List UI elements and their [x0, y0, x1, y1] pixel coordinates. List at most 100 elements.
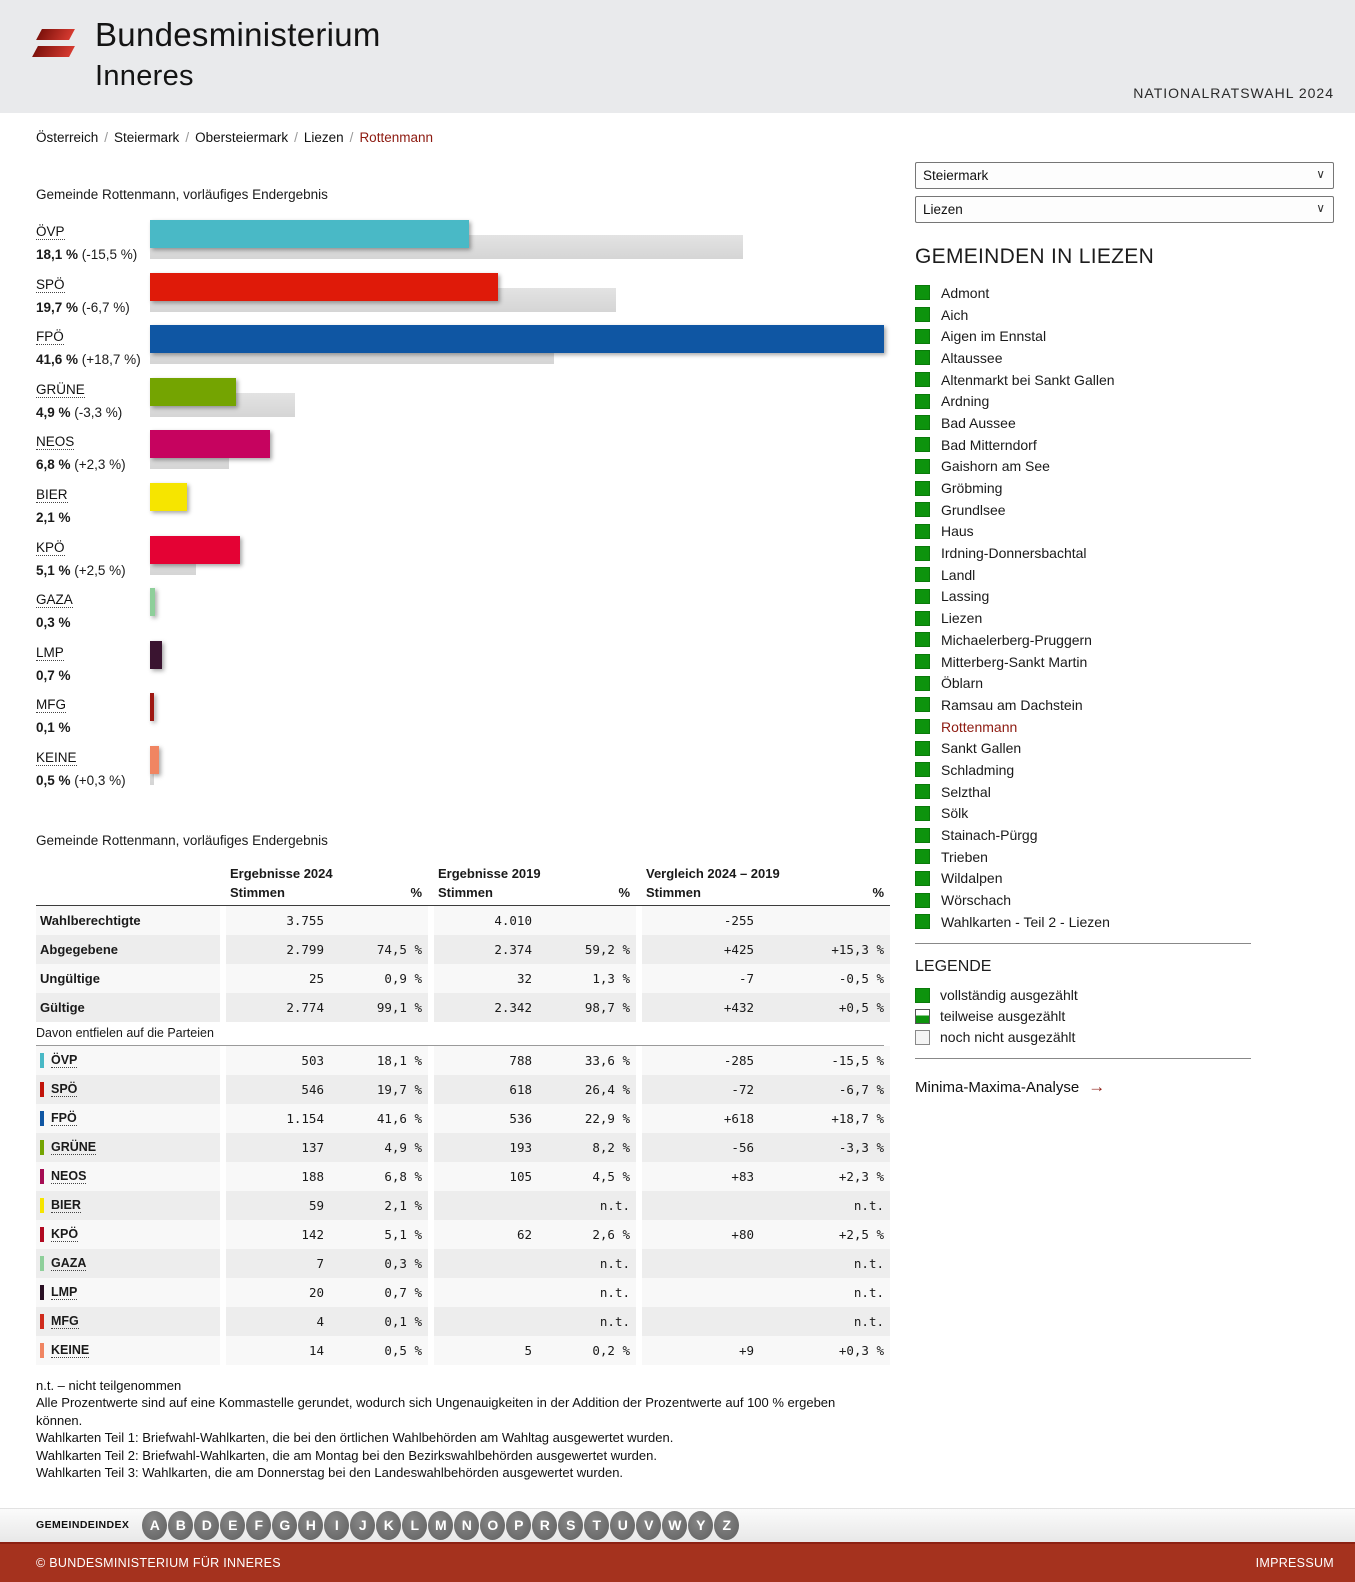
- letter-badge[interactable]: O: [480, 1510, 506, 1540]
- letter-badge[interactable]: E: [220, 1510, 246, 1540]
- municipality-item[interactable]: Lassing: [915, 586, 1334, 608]
- party-link[interactable]: ÖVP: [36, 224, 65, 240]
- letter-badge[interactable]: M: [428, 1510, 454, 1540]
- municipality-item[interactable]: Ardning: [915, 390, 1334, 412]
- municipality-item[interactable]: Wörschach: [915, 889, 1334, 911]
- party-value: 4,9 % (-3,3 %): [36, 404, 123, 420]
- municipality-item[interactable]: Landl: [915, 564, 1334, 586]
- party-link[interactable]: FPÖ: [51, 1110, 77, 1126]
- municipality-item[interactable]: Sölk: [915, 803, 1334, 825]
- party-value: 18,1 % (-15,5 %): [36, 247, 138, 262]
- letter-badge[interactable]: T: [584, 1510, 610, 1540]
- state-select[interactable]: Steiermark: [915, 162, 1334, 189]
- municipality-item[interactable]: Irdning-Donnersbachtal: [915, 542, 1334, 564]
- party-link[interactable]: KPÖ: [36, 539, 65, 556]
- letter-badge[interactable]: A: [142, 1510, 168, 1540]
- municipality-item[interactable]: Altaussee: [915, 347, 1334, 369]
- municipality-item[interactable]: Altenmarkt bei Sankt Gallen: [915, 369, 1334, 391]
- letter-badge[interactable]: R: [532, 1510, 558, 1540]
- party-link[interactable]: ÖVP: [51, 1052, 78, 1068]
- party-link[interactable]: LMP: [51, 1284, 78, 1300]
- value-cell: 7: [226, 1248, 330, 1278]
- district-select[interactable]: Liezen: [915, 196, 1334, 223]
- party-link[interactable]: FPÖ: [36, 329, 64, 346]
- party-link[interactable]: MFG: [51, 1313, 79, 1329]
- party-link[interactable]: SPÖ: [36, 276, 65, 293]
- municipality-item[interactable]: Wildalpen: [915, 868, 1334, 890]
- municipality-item[interactable]: Michaelerberg-Pruggern: [915, 629, 1334, 651]
- party-link[interactable]: GRÜNE: [51, 1139, 97, 1155]
- letter-badge[interactable]: V: [636, 1510, 662, 1540]
- party-link[interactable]: NEOS: [36, 434, 75, 451]
- party-link[interactable]: GAZA: [36, 592, 73, 609]
- breadcrumb-link[interactable]: Steiermark: [114, 130, 180, 145]
- letter-badge[interactable]: N: [454, 1510, 480, 1540]
- row-label-cell: FPÖ: [36, 1103, 220, 1133]
- municipality-item[interactable]: Bad Aussee: [915, 412, 1334, 434]
- municipality-item[interactable]: Gröbming: [915, 477, 1334, 499]
- municipality-item[interactable]: Ramsau am Dachstein: [915, 694, 1334, 716]
- column-header: Stimmen: [642, 882, 760, 906]
- breadcrumb-separator: /: [104, 130, 109, 145]
- municipality-item[interactable]: Bad Mitterndorf: [915, 434, 1334, 456]
- party-row: LMP 20 0,7 % n.t. n.t.: [36, 1277, 890, 1307]
- stat-row: Ungültige 25 0,9 % 32 1,3 % -7 -0,5 %: [36, 963, 890, 993]
- letter-badge[interactable]: P: [506, 1510, 532, 1540]
- party-link[interactable]: LMP: [36, 644, 64, 661]
- party-link[interactable]: GRÜNE: [36, 381, 85, 398]
- party-link[interactable]: KPÖ: [51, 1226, 79, 1242]
- party-link[interactable]: BIER: [51, 1197, 81, 1213]
- chart-title: Gemeinde Rottenmann, vorläufiges Enderge…: [36, 187, 328, 202]
- municipality-item[interactable]: Stainach-Pürgg: [915, 824, 1334, 846]
- party-link[interactable]: KEINE: [51, 1342, 90, 1358]
- breadcrumb-link[interactable]: Österreich: [36, 130, 99, 145]
- letter-badge[interactable]: B: [168, 1510, 194, 1540]
- municipality-item[interactable]: Öblarn: [915, 672, 1334, 694]
- municipality-item[interactable]: Mitterberg-Sankt Martin: [915, 651, 1334, 673]
- letter-badge[interactable]: I: [324, 1510, 350, 1540]
- party-link[interactable]: KEINE: [36, 749, 77, 766]
- municipality-item[interactable]: Trieben: [915, 846, 1334, 868]
- municipality-item[interactable]: Aigen im Ennstal: [915, 325, 1334, 347]
- letter-badge[interactable]: K: [376, 1510, 402, 1540]
- minmax-analysis-link[interactable]: Minima-Maxima-Analyse →: [915, 1077, 1334, 1097]
- municipality-item[interactable]: Wahlkarten - Teil 2 - Liezen: [915, 911, 1334, 933]
- group-header: Ergebnisse 2019: [438, 865, 541, 881]
- letter-badge[interactable]: D: [194, 1510, 220, 1540]
- letter-badge[interactable]: G: [272, 1510, 298, 1540]
- letter-badge[interactable]: L: [402, 1510, 428, 1540]
- value-cell: -255: [642, 905, 760, 935]
- party-link[interactable]: MFG: [36, 697, 66, 714]
- municipality-item[interactable]: Grundlsee: [915, 499, 1334, 521]
- value-cell: 2.374: [434, 934, 538, 964]
- column-gap: [220, 1161, 226, 1191]
- column-gap: [428, 1306, 434, 1336]
- municipality-item[interactable]: Haus: [915, 521, 1334, 543]
- party-link[interactable]: GAZA: [51, 1255, 87, 1271]
- letter-badge[interactable]: Y: [688, 1510, 714, 1540]
- municipality-item[interactable]: Aich: [915, 304, 1334, 326]
- legend-label: vollständig ausgezählt: [940, 987, 1078, 1004]
- breadcrumb-link[interactable]: Obersteiermark: [195, 130, 289, 145]
- breadcrumb-link[interactable]: Liezen: [303, 130, 344, 145]
- municipality-item[interactable]: Admont: [915, 282, 1334, 304]
- letter-badge[interactable]: Z: [714, 1510, 740, 1540]
- party-pct: 18,1 %: [36, 247, 79, 262]
- letter-badge[interactable]: J: [350, 1510, 376, 1540]
- letter-badge[interactable]: U: [610, 1510, 636, 1540]
- party-link[interactable]: NEOS: [51, 1168, 87, 1184]
- municipality-item[interactable]: Schladming: [915, 759, 1334, 781]
- letter-badge[interactable]: H: [298, 1510, 324, 1540]
- party-link[interactable]: SPÖ: [51, 1081, 78, 1097]
- party-pct: 4,9 %: [36, 404, 71, 420]
- value-cell: 32: [434, 963, 538, 993]
- letter-badge[interactable]: S: [558, 1510, 584, 1540]
- municipality-item[interactable]: Gaishorn am See: [915, 456, 1334, 478]
- letter-badge[interactable]: F: [246, 1510, 272, 1540]
- letter-badge[interactable]: W: [662, 1510, 688, 1540]
- municipality-item[interactable]: Liezen: [915, 607, 1334, 629]
- municipality-item[interactable]: Sankt Gallen: [915, 737, 1334, 759]
- party-link[interactable]: BIER: [36, 486, 68, 503]
- impressum-link[interactable]: IMPRESSUM: [1255, 1555, 1334, 1570]
- municipality-item[interactable]: Selzthal: [915, 781, 1334, 803]
